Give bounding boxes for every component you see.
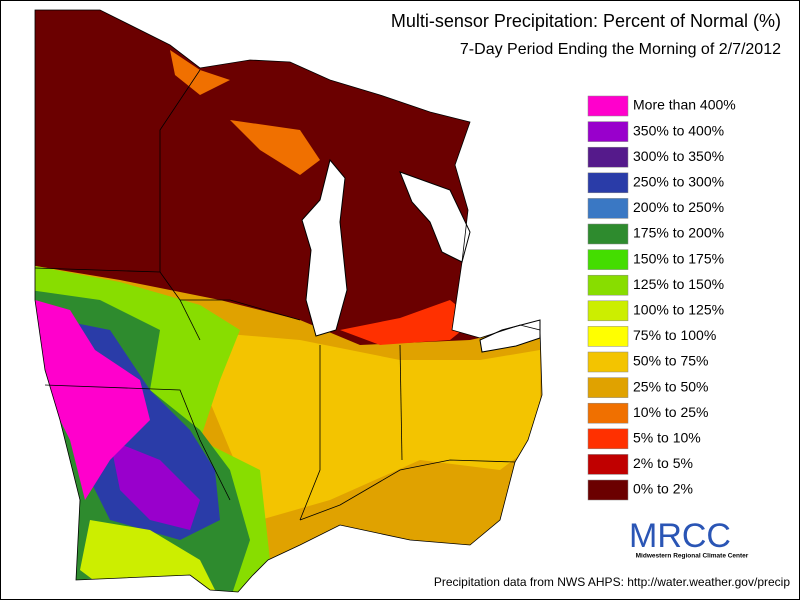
border	[399, 344, 403, 461]
legend-label: More than 400%	[633, 97, 736, 113]
region-purple	[110, 440, 200, 530]
legend-label: 5% to 10%	[633, 430, 701, 446]
legend-label: 10% to 25%	[633, 404, 709, 420]
legend-swatch	[587, 249, 629, 270]
legend-label: 50% to 75%	[633, 353, 709, 369]
state-borders	[34, 9, 543, 593]
legend-swatch	[587, 377, 629, 398]
legend-label: 125% to 150%	[633, 276, 724, 292]
precip-map	[35, 10, 542, 592]
logo-name: MRCC	[629, 517, 731, 555]
legend-label: 0% to 2%	[633, 481, 693, 497]
border	[159, 69, 201, 272]
legend-swatch	[587, 479, 629, 501]
legend-swatch	[587, 172, 629, 194]
legend-label: 150% to 175%	[633, 250, 724, 266]
legend-swatch	[587, 198, 629, 219]
legend-swatch	[587, 428, 629, 450]
legend-label: 100% to 125%	[633, 302, 724, 318]
region-north-orange	[170, 50, 230, 95]
legend-swatch	[587, 402, 629, 424]
legend-swatch	[587, 326, 629, 347]
legend-swatch	[587, 274, 629, 296]
logo-subtitle: Midwestern Regional Climate Center	[636, 553, 749, 560]
legend-label: 200% to 250%	[633, 199, 724, 215]
region-pink	[35, 300, 150, 500]
outline	[34, 9, 543, 593]
legend-swatch	[587, 351, 629, 373]
region-red	[340, 300, 475, 345]
subtitle: 7-Day Period Ending the Morning of 2/7/2…	[460, 41, 781, 58]
legend-label: 250% to 300%	[633, 174, 724, 190]
legend-swatch	[587, 454, 629, 475]
legend-label: 300% to 350%	[633, 148, 724, 164]
legend: More than 400% 350% to 400% 300% to 350% 25…	[587, 95, 736, 501]
lakes	[301, 158, 541, 353]
legend-label: 25% to 50%	[633, 378, 709, 394]
legend-label: 75% to 100%	[633, 327, 716, 343]
legend-label: 350% to 400%	[633, 122, 724, 138]
lake-michigan	[301, 158, 348, 337]
legend-swatch	[587, 146, 629, 168]
region-gold	[180, 330, 540, 520]
legend-swatch	[587, 121, 629, 142]
legend-label: 2% to 5%	[633, 455, 693, 471]
border	[299, 459, 516, 521]
border	[34, 267, 201, 341]
border	[44, 384, 231, 501]
border	[180, 299, 301, 321]
border	[299, 345, 321, 521]
lake-huron	[399, 171, 471, 263]
legend-swatch	[587, 300, 629, 322]
source-note: Precipitation data from NWS AHPS: http:/…	[434, 575, 790, 589]
title: Multi-sensor Precipitation: Percent of N…	[391, 11, 781, 31]
legend-swatch	[587, 223, 629, 245]
legend-swatch	[587, 95, 629, 117]
legend-label: 175% to 200%	[633, 225, 724, 241]
region-up-orange	[230, 120, 320, 175]
